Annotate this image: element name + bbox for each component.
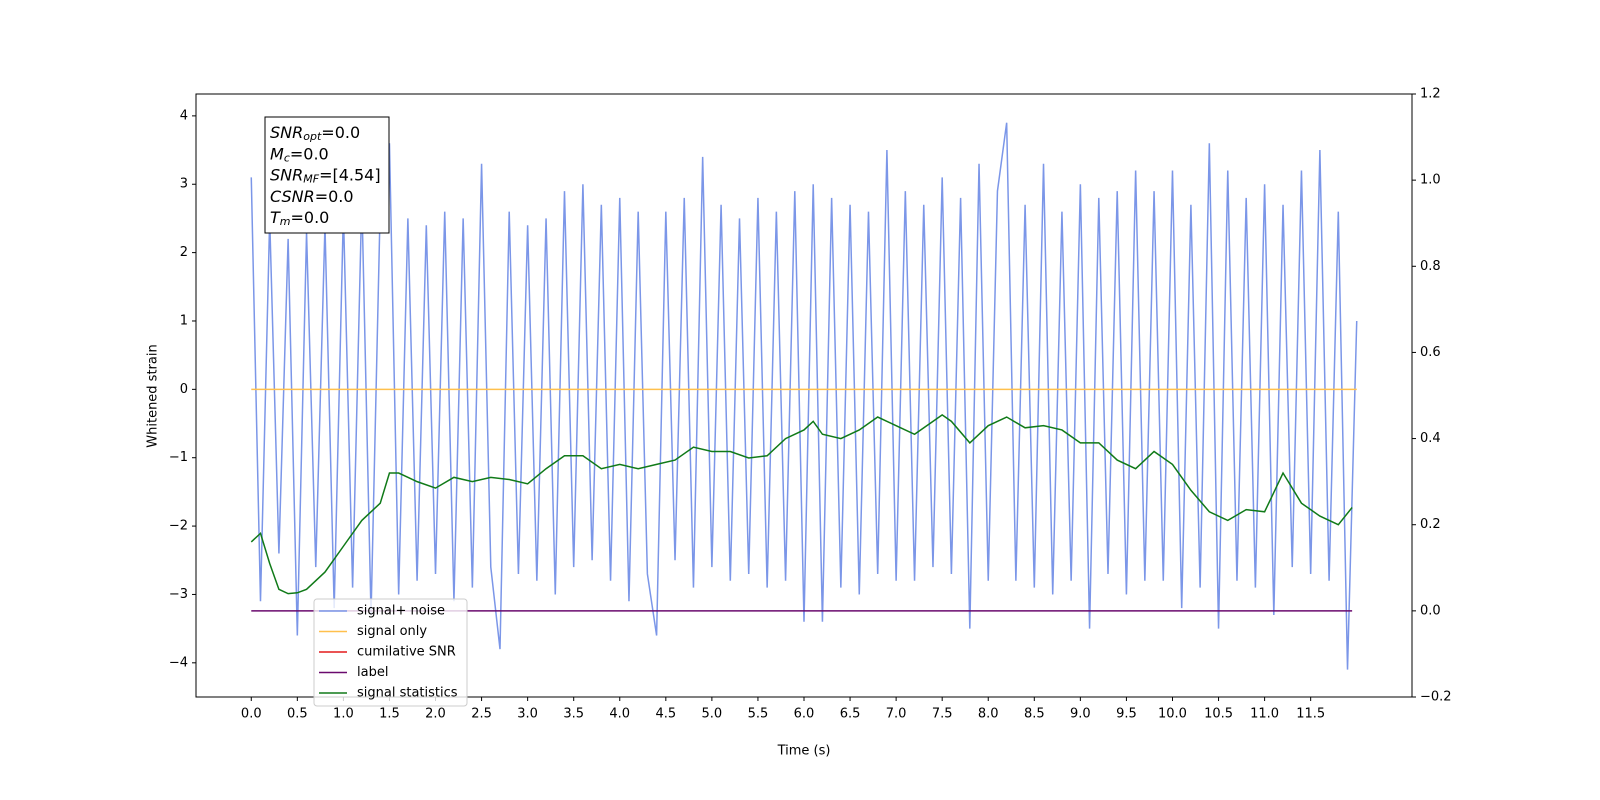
y2-tick-label: 1.0: [1420, 173, 1441, 188]
stats-line: SNRopt=0.0: [270, 123, 360, 144]
stats-line: CSNR=0.0: [270, 186, 354, 205]
stats-base: SNR: [270, 165, 303, 184]
y-tick-label: 4: [180, 108, 188, 123]
x-axis-label: Time (s): [777, 744, 831, 759]
stats-box: SNRopt=0.0Mc=0.0SNRMF=[4.54]CSNR=0.0Tm=0…: [264, 116, 390, 234]
x-tick-label: 6.5: [840, 707, 861, 722]
series-line: [250, 413, 1353, 595]
stats-rest: =[4.54]: [319, 165, 381, 184]
stats-rest: =0.0: [291, 208, 330, 227]
legend-label: signal statistics: [357, 686, 458, 701]
x-tick-label: 11.5: [1296, 707, 1325, 722]
stats-rest: =0.0: [315, 186, 354, 205]
y2-tick-label: 0.4: [1420, 431, 1441, 446]
stats-base: CSNR: [270, 186, 315, 205]
x-tick-label: 8.0: [978, 707, 999, 722]
stats-rest: =0.0: [290, 144, 329, 163]
x-tick-label: 4.0: [609, 707, 630, 722]
x-tick-label: 9.0: [1070, 707, 1091, 722]
stats-box-frame: [264, 116, 390, 234]
y-tick-label: 0: [180, 382, 188, 397]
y2-tick-label: −0.2: [1420, 690, 1452, 705]
y-tick-label: 2: [180, 245, 188, 260]
stats-base: T: [270, 208, 281, 227]
x-tick-label: 10.0: [1158, 707, 1187, 722]
legend: signal+ noise signal only cumilative SNR la…: [313, 598, 468, 707]
x-tick-label: 2.5: [471, 707, 492, 722]
x-tick-label: 0.0: [241, 707, 262, 722]
y2-tick-label: 1.2: [1420, 87, 1441, 102]
stats-sub: m: [280, 215, 291, 228]
y2-tick-label: 0.6: [1420, 345, 1441, 360]
y-tick-label: −4: [169, 655, 188, 670]
legend-frame: [313, 598, 468, 707]
stats-base: M: [270, 144, 284, 163]
x-tick-label: 8.5: [1024, 707, 1045, 722]
stats-rest: =0.0: [321, 123, 360, 142]
x-tick-label: 4.5: [655, 707, 676, 722]
stats-line: Mc=0.0: [270, 144, 329, 165]
stats-sub: opt: [303, 130, 322, 143]
stats-base: SNR: [270, 123, 303, 142]
legend-label: label: [357, 665, 388, 680]
stats-line: Tm=0.0: [270, 208, 329, 229]
x-tick-label: 10.5: [1204, 707, 1233, 722]
y2-tick-label: 0.2: [1420, 517, 1441, 532]
x-tick-label: 6.0: [794, 707, 815, 722]
x-tick-label: 1.0: [333, 707, 354, 722]
x-tick-label: 7.5: [932, 707, 953, 722]
x-tick-label: 3.5: [563, 707, 584, 722]
series-line: [250, 122, 1358, 670]
x-tick-label: 9.5: [1116, 707, 1137, 722]
x-tick-label: 7.0: [886, 707, 907, 722]
legend-label: signal+ noise: [357, 604, 445, 619]
x-tick-label: 2.0: [425, 707, 446, 722]
x-tick-label: 5.0: [702, 707, 723, 722]
y-tick-label: −1: [169, 450, 188, 465]
y-tick-label: 1: [180, 313, 188, 328]
y-axis-label: Whitened strain: [146, 344, 161, 447]
y2-tick-label: 0.0: [1420, 603, 1441, 618]
x-tick-label: 11.0: [1250, 707, 1279, 722]
x-tick-label: 5.5: [748, 707, 769, 722]
y2-tick-label: 0.8: [1420, 259, 1441, 274]
y-tick-label: −3: [169, 587, 188, 602]
stats-sub: c: [284, 151, 290, 164]
y-tick-label: 3: [180, 177, 188, 192]
legend-label: cumilative SNR: [357, 645, 456, 660]
x-tick-label: 0.5: [287, 707, 308, 722]
legend-label: signal only: [357, 624, 427, 639]
stats-line: SNRMF=[4.54]: [270, 165, 381, 186]
y-tick-label: −2: [169, 519, 188, 534]
stats-sub: MF: [303, 173, 319, 186]
x-tick-label: 1.5: [379, 707, 400, 722]
x-tick-label: 3.0: [517, 707, 538, 722]
